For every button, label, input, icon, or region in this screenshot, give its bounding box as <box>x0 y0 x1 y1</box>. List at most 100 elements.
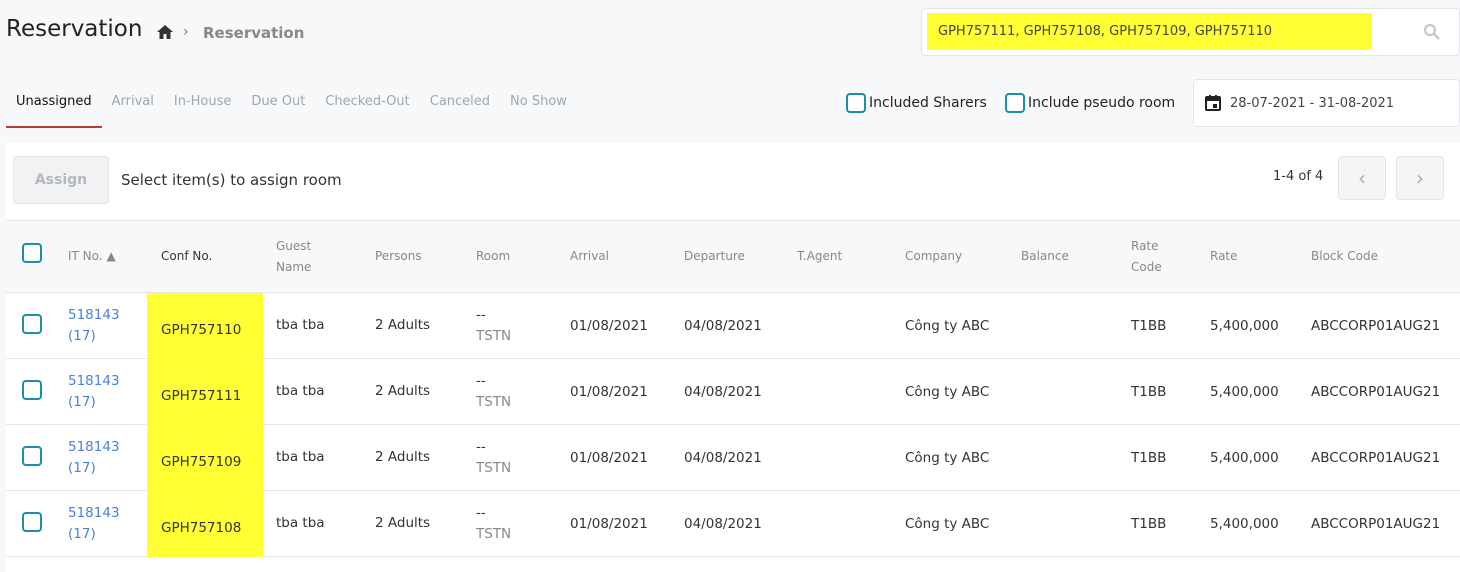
table-header: IT No. ▲ Conf No. Guest Name Persons Roo… <box>6 220 1460 293</box>
search-input[interactable] <box>938 13 1368 50</box>
rate: 5,400,000 <box>1210 516 1279 532</box>
search-icon[interactable] <box>1423 23 1441 41</box>
room: -- TSTN <box>476 373 512 410</box>
row-checkbox[interactable] <box>22 380 42 400</box>
breadcrumb-chevron-icon: › <box>183 24 189 40</box>
row-checkbox[interactable] <box>22 314 42 334</box>
table-row[interactable]: 518143 (17) GPH757109 tba tba 2 Adults --… <box>6 425 1460 491</box>
status-tabs: Unassigned Arrival In-House Due Out Chec… <box>6 80 577 128</box>
conf-no: GPH757108 <box>147 491 276 557</box>
guest-name: tba tba <box>276 515 325 531</box>
date-range-value: 28-07-2021 - 31-08-2021 <box>1230 95 1395 111</box>
rate: 5,400,000 <box>1210 384 1279 400</box>
tab-canceled[interactable]: Canceled <box>429 94 491 109</box>
checkbox[interactable] <box>1005 93 1025 113</box>
assign-hint: Select item(s) to assign room <box>121 171 342 189</box>
included-sharers-checkbox[interactable]: Included Sharers <box>846 93 987 113</box>
table-row[interactable]: 518143 (17) GPH757111 tba tba 2 Adults --… <box>6 359 1460 425</box>
rate: 5,400,000 <box>1210 318 1279 334</box>
guest-name: tba tba <box>276 317 325 333</box>
conf-no: GPH757111 <box>147 359 276 425</box>
company: Công ty ABC <box>905 450 990 466</box>
guest-name: tba tba <box>276 383 325 399</box>
room: -- TSTN <box>476 439 512 476</box>
date-range-picker[interactable]: 28-07-2021 - 31-08-2021 <box>1193 79 1460 127</box>
checkbox[interactable] <box>846 93 866 113</box>
persons: 2 Adults <box>375 515 431 531</box>
page-title: Reservation <box>6 16 143 42</box>
col-t-agent[interactable]: T.Agent <box>797 249 843 263</box>
col-balance[interactable]: Balance <box>1021 249 1069 263</box>
col-rate[interactable]: Rate <box>1210 249 1238 263</box>
col-departure[interactable]: Departure <box>684 249 745 263</box>
departure: 04/08/2021 <box>684 318 762 334</box>
checkbox-label: Include pseudo room <box>1028 95 1176 111</box>
col-arrival[interactable]: Arrival <box>570 249 609 263</box>
chevron-left-icon: ‹ <box>1358 166 1366 190</box>
col-company[interactable]: Company <box>905 249 963 263</box>
persons: 2 Adults <box>375 317 431 333</box>
col-guest-name[interactable]: Guest Name <box>276 238 312 274</box>
col-block-code[interactable]: Block Code <box>1311 249 1378 263</box>
breadcrumb-current: Reservation <box>203 24 305 42</box>
conf-no: GPH757110 <box>147 293 276 359</box>
it-no-link[interactable]: 518143 (17) <box>68 373 120 410</box>
search-box <box>921 8 1460 56</box>
calendar-icon <box>1205 95 1221 111</box>
arrival: 01/08/2021 <box>570 450 648 466</box>
row-checkbox[interactable] <box>22 446 42 466</box>
conf-no: GPH757109 <box>147 425 276 491</box>
block-code: ABCCORP01AUG21 <box>1311 384 1441 400</box>
chevron-right-icon: › <box>1416 166 1424 190</box>
row-checkbox[interactable] <box>22 512 42 532</box>
departure: 04/08/2021 <box>684 450 762 466</box>
next-page-button[interactable]: › <box>1396 156 1444 200</box>
it-no-link[interactable]: 518143 (17) <box>68 307 120 344</box>
rate: 5,400,000 <box>1210 450 1279 466</box>
persons: 2 Adults <box>375 449 431 465</box>
arrival: 01/08/2021 <box>570 516 648 532</box>
rate-code: T1BB <box>1131 516 1167 532</box>
departure: 04/08/2021 <box>684 516 762 532</box>
persons: 2 Adults <box>375 383 431 399</box>
pagination-info: 1-4 of 4 <box>1273 169 1324 184</box>
reservation-table-card: Assign Select item(s) to assign room 1-4… <box>6 143 1460 572</box>
col-persons[interactable]: Persons <box>375 249 422 263</box>
col-rate-code[interactable]: Rate Code <box>1131 238 1162 274</box>
room: -- TSTN <box>476 505 512 542</box>
block-code: ABCCORP01AUG21 <box>1311 450 1441 466</box>
arrival: 01/08/2021 <box>570 384 648 400</box>
tab-due-out[interactable]: Due Out <box>251 94 306 109</box>
rate-code: T1BB <box>1131 318 1167 334</box>
col-it-no[interactable]: IT No. ▲ <box>68 249 116 263</box>
assign-button[interactable]: Assign <box>13 156 109 204</box>
block-code: ABCCORP01AUG21 <box>1311 516 1441 532</box>
company: Công ty ABC <box>905 516 990 532</box>
tab-arrival[interactable]: Arrival <box>111 94 154 109</box>
table-row[interactable]: 518143 (17) GPH757110 tba tba 2 Adults --… <box>6 293 1460 359</box>
company: Công ty ABC <box>905 318 990 334</box>
rate-code: T1BB <box>1131 450 1167 466</box>
arrival: 01/08/2021 <box>570 318 648 334</box>
company: Công ty ABC <box>905 384 990 400</box>
col-room[interactable]: Room <box>476 249 511 263</box>
tab-in-house[interactable]: In-House <box>173 94 232 109</box>
col-conf-no[interactable]: Conf No. <box>161 249 213 263</box>
guest-name: tba tba <box>276 449 325 465</box>
block-code: ABCCORP01AUG21 <box>1311 318 1441 334</box>
select-all-checkbox[interactable] <box>22 243 42 263</box>
prev-page-button[interactable]: ‹ <box>1338 156 1386 200</box>
tab-checked-out[interactable]: Checked-Out <box>325 94 410 109</box>
it-no-link[interactable]: 518143 (17) <box>68 439 120 476</box>
sort-asc-icon: ▲ <box>106 249 116 263</box>
tab-no-show[interactable]: No Show <box>510 94 567 109</box>
include-pseudo-room-checkbox[interactable]: Include pseudo room <box>1005 93 1175 113</box>
tab-unassigned[interactable]: Unassigned <box>6 80 102 128</box>
room: -- TSTN <box>476 307 512 344</box>
rate-code: T1BB <box>1131 384 1167 400</box>
home-icon[interactable] <box>156 24 174 40</box>
it-no-link[interactable]: 518143 (17) <box>68 505 120 542</box>
table-row[interactable]: 518143 (17) GPH757108 tba tba 2 Adults --… <box>6 491 1460 557</box>
checkbox-label: Included Sharers <box>869 95 987 111</box>
departure: 04/08/2021 <box>684 384 762 400</box>
